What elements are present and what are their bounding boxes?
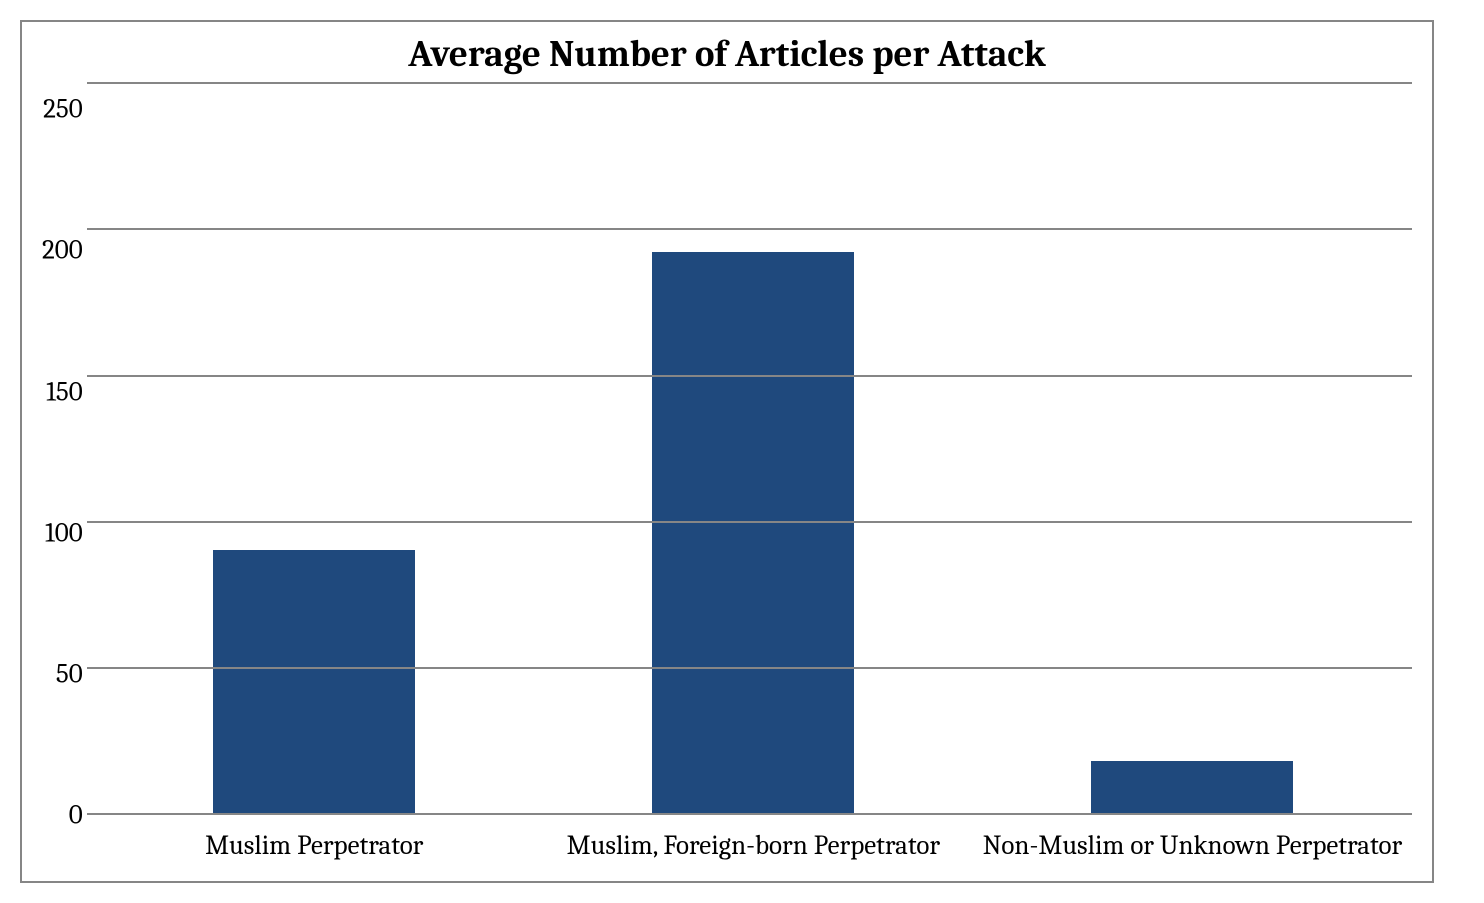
y-tick-mark: [87, 813, 95, 815]
bar: [652, 252, 854, 814]
x-axis-labels: Muslim PerpetratorMuslim, Foreign-born P…: [95, 815, 1412, 863]
plot-row: 250200150100500: [42, 82, 1412, 815]
chart-container: Average Number of Articles per Attack 25…: [0, 0, 1484, 903]
y-tick-mark: [87, 667, 95, 669]
chart-frame: Average Number of Articles per Attack 25…: [20, 20, 1434, 883]
bar-slot: [95, 82, 534, 813]
y-tick-mark: [87, 521, 95, 523]
bar: [213, 550, 415, 813]
y-tick-label: 150: [46, 378, 83, 405]
y-tick-mark: [87, 82, 95, 84]
x-tick-label: Non-Muslim or Unknown Perpetrator: [973, 815, 1412, 863]
gridline: [95, 375, 1412, 377]
bar: [1091, 761, 1293, 814]
y-axis: 250200150100500: [42, 82, 95, 815]
x-tick-label: Muslim Perpetrator: [95, 815, 534, 863]
bars-layer: [95, 82, 1412, 813]
bar-slot: [534, 82, 973, 813]
y-tick-label: 200: [42, 237, 83, 264]
x-axis-row: Muslim PerpetratorMuslim, Foreign-born P…: [42, 815, 1412, 863]
y-tick-label: 250: [43, 96, 83, 123]
y-tick-label: 0: [69, 802, 83, 829]
y-tick-label: 100: [45, 519, 83, 546]
plot-area: [95, 82, 1412, 815]
gridline: [95, 667, 1412, 669]
y-tick-label: 50: [56, 661, 83, 688]
bar-slot: [973, 82, 1412, 813]
chart-title: Average Number of Articles per Attack: [42, 34, 1412, 76]
y-tick-mark: [87, 228, 95, 230]
gridline: [95, 82, 1412, 84]
y-tick-mark: [87, 375, 95, 377]
x-tick-label: Muslim, Foreign-born Perpetrator: [534, 815, 973, 863]
gridline: [95, 228, 1412, 230]
gridline: [95, 521, 1412, 523]
